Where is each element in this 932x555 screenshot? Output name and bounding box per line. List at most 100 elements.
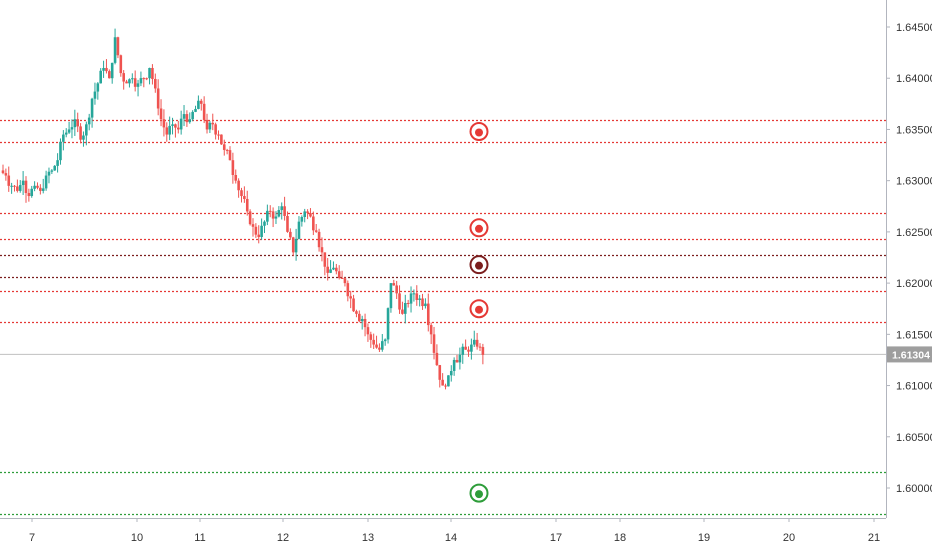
candle-body: [257, 234, 261, 238]
candle-body: [202, 103, 206, 120]
candle-body: [105, 67, 108, 72]
candle-body: [323, 252, 327, 267]
candle-body: [174, 124, 177, 128]
candle: [251, 218, 255, 237]
level-marker-icon: [469, 121, 489, 141]
candle: [245, 190, 249, 216]
candle-body: [128, 79, 131, 84]
candle: [96, 82, 100, 100]
candle-body: [326, 266, 330, 273]
candle-body: [168, 125, 171, 135]
candle-body: [381, 341, 384, 350]
candle-body: [145, 78, 148, 80]
candle-body: [4, 173, 8, 176]
x-tick-label: 10: [131, 532, 143, 544]
candle: [208, 120, 212, 133]
candle-body: [320, 247, 324, 253]
candle: [317, 228, 321, 252]
y-tick-label: 1.62500: [896, 227, 932, 239]
candle-body: [429, 325, 433, 335]
candle-body: [375, 344, 378, 348]
candle: [458, 347, 462, 370]
candle-body: [403, 302, 407, 314]
candle-body: [191, 111, 194, 120]
candle: [24, 176, 28, 203]
candle: [156, 79, 160, 116]
candle: [447, 375, 450, 387]
axis-borders: [0, 0, 887, 519]
candle-body: [90, 98, 94, 118]
candle: [4, 168, 8, 181]
candle: [108, 69, 111, 79]
candle: [263, 220, 266, 234]
candle: [332, 261, 335, 271]
candle-body: [358, 313, 361, 322]
candle-body: [16, 186, 19, 191]
candle: [222, 139, 226, 156]
candle-body: [329, 269, 332, 273]
candle-body: [151, 67, 154, 79]
candle: [297, 216, 301, 240]
candle-body: [280, 206, 284, 211]
x-tick-label: 14: [445, 532, 457, 544]
candle-body: [243, 196, 246, 199]
candle-body: [421, 298, 424, 307]
candle-body: [409, 293, 413, 304]
candle-body: [432, 334, 436, 353]
last-price-badge-bg: [887, 346, 932, 363]
candle: [41, 178, 45, 194]
candle: [401, 301, 404, 315]
candle-body: [87, 117, 91, 125]
candle: [93, 82, 97, 105]
candle: [277, 206, 281, 218]
candle: [47, 167, 51, 184]
candle-body: [131, 78, 134, 80]
candle-body: [392, 283, 396, 286]
candle-body: [222, 144, 226, 150]
candle-body: [67, 129, 71, 133]
candle-body: [395, 285, 398, 294]
candle: [136, 79, 140, 97]
x-tick-label: 21: [868, 532, 880, 544]
candle-body: [475, 339, 479, 347]
candle-body: [171, 124, 174, 126]
candle-body: [220, 134, 223, 145]
candle: [383, 338, 387, 346]
marker-dot: [475, 261, 483, 270]
candle: [412, 289, 416, 302]
x-tick-label: 12: [277, 532, 289, 544]
candle-body: [82, 135, 85, 140]
candle: [202, 96, 206, 124]
candle: [119, 54, 123, 77]
candle-body: [309, 213, 312, 217]
candle-body: [349, 296, 352, 299]
x-tick-label: 18: [614, 532, 626, 544]
candle-body: [136, 83, 140, 87]
candle: [470, 338, 473, 360]
candle: [168, 116, 171, 141]
candle: [421, 293, 424, 310]
candle-body: [205, 119, 209, 130]
candle: [56, 153, 59, 173]
last-price-badge: 1.61304: [887, 346, 932, 363]
candle: [199, 98, 203, 111]
candle: [309, 208, 312, 218]
candle-body: [266, 210, 269, 222]
candle: [257, 225, 261, 244]
candle-body: [418, 298, 421, 300]
candle: [197, 95, 200, 110]
candle-body: [194, 108, 197, 112]
candle-body: [289, 231, 292, 238]
candle-body: [263, 221, 266, 226]
candle: [335, 263, 338, 275]
candle: [10, 182, 13, 194]
candle: [50, 169, 54, 175]
candle: [113, 28, 117, 65]
candle: [415, 285, 419, 306]
candle-body: [231, 160, 235, 176]
candle-body: [343, 278, 347, 284]
candle: [369, 331, 373, 348]
candle-body: [133, 78, 137, 87]
candle: [131, 73, 134, 84]
candle-body: [467, 349, 470, 352]
